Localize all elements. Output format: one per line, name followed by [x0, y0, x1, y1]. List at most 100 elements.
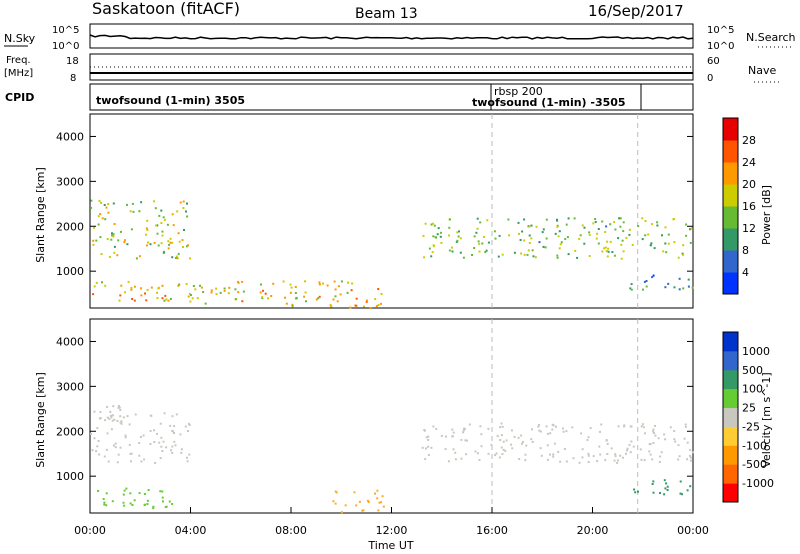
- echo-cell: [480, 433, 483, 436]
- echo-cell: [625, 452, 627, 455]
- echo-cell: [127, 280, 130, 283]
- echo-cell: [501, 425, 504, 428]
- echo-cell: [626, 447, 629, 450]
- echo-cell: [334, 502, 337, 505]
- echo-cell: [120, 230, 122, 233]
- echo-cell: [562, 427, 564, 430]
- echo-cell: [109, 410, 112, 413]
- echo-cell: [264, 292, 267, 295]
- echo-cell: [122, 416, 125, 419]
- xlabel: Time UT: [367, 539, 413, 552]
- echo-cell: [649, 244, 652, 247]
- echo-cell: [161, 490, 164, 493]
- echo-cell: [177, 252, 180, 255]
- echo-cell: [362, 305, 365, 308]
- echo-cell: [473, 247, 476, 249]
- echo-cell: [527, 249, 530, 252]
- echo-cell: [146, 244, 148, 247]
- echo-cell: [337, 285, 340, 288]
- echo-cell: [622, 221, 625, 224]
- echo-cell: [560, 241, 563, 244]
- echo-cell: [542, 228, 545, 231]
- colorbar-segment: [723, 250, 738, 273]
- echo-cell: [182, 246, 184, 248]
- echo-cell: [566, 236, 569, 239]
- echo-cell: [291, 303, 294, 306]
- echo-cell: [494, 454, 497, 457]
- echo-cell: [501, 453, 504, 455]
- echo-cell: [355, 304, 358, 307]
- echo-cell: [162, 216, 165, 219]
- echo-cell: [447, 460, 450, 463]
- ytick-label: 2000: [56, 220, 84, 233]
- echo-cell: [365, 300, 368, 303]
- echo-cell: [422, 234, 425, 237]
- echo-cell: [667, 233, 670, 236]
- echo-cell: [160, 445, 163, 448]
- echo-cell: [153, 241, 156, 244]
- echo-cell: [555, 425, 557, 428]
- echo-cell: [691, 286, 694, 289]
- echo-cell: [682, 244, 685, 247]
- echo-cell: [500, 422, 503, 425]
- date-label: 16/Sep/2017: [588, 2, 684, 20]
- echo-cell: [234, 288, 237, 291]
- echo-cell: [619, 454, 622, 457]
- echo-cell: [162, 251, 165, 254]
- echo-cell: [159, 422, 162, 425]
- echo-cell: [105, 492, 108, 495]
- echo-cell: [153, 200, 155, 203]
- echo-cell: [112, 235, 115, 238]
- echo-cell: [161, 496, 164, 499]
- echo-cell: [657, 437, 660, 440]
- echo-cell: [522, 440, 524, 443]
- echo-cell: [261, 296, 264, 299]
- colorbar-segment: [723, 206, 738, 229]
- echo-cell: [186, 215, 189, 218]
- echo-cell: [146, 219, 149, 222]
- echo-cell: [541, 231, 544, 234]
- echo-cell: [576, 256, 579, 259]
- echo-cell: [538, 429, 541, 432]
- echo-cell: [140, 294, 143, 297]
- echo-cell: [180, 448, 183, 451]
- echo-cell: [432, 235, 435, 238]
- echo-cell: [118, 299, 121, 302]
- colorbar-segment: [723, 483, 738, 503]
- echo-cell: [190, 294, 192, 297]
- echo-cell: [366, 499, 369, 502]
- echo-cell: [465, 453, 468, 456]
- echo-cell: [124, 436, 127, 439]
- echo-cell: [652, 274, 655, 277]
- echo-cell: [487, 241, 490, 244]
- echo-cell: [674, 440, 677, 443]
- echo-cell: [187, 430, 189, 432]
- echo-cell: [507, 218, 510, 221]
- echo-cell: [499, 439, 502, 441]
- echo-cell: [524, 453, 527, 456]
- echo-cell: [332, 298, 335, 301]
- echo-cell: [120, 422, 123, 425]
- echo-cell: [528, 242, 531, 244]
- echo-cell: [532, 255, 535, 258]
- echo-cell: [685, 234, 688, 237]
- panel-frame: [89, 318, 694, 514]
- echo-band: [178, 280, 383, 310]
- echo-cell: [620, 243, 623, 246]
- echo-cell: [556, 224, 559, 227]
- echo-cell: [663, 479, 666, 482]
- echo-band: [90, 405, 191, 464]
- echo-cell: [130, 286, 133, 289]
- echo-cell: [666, 489, 669, 491]
- echo-cell: [494, 237, 497, 240]
- echo-cell: [605, 225, 608, 228]
- echo-cell: [173, 440, 176, 443]
- echo-cell: [606, 240, 609, 243]
- echo-cell: [362, 509, 365, 512]
- echo-cell: [191, 297, 194, 300]
- echo-cell: [448, 218, 451, 221]
- xtick-label: 20:00: [577, 524, 609, 537]
- echo-cell: [606, 453, 609, 455]
- echo-cell: [617, 425, 620, 428]
- ytick-label: 4000: [56, 130, 84, 143]
